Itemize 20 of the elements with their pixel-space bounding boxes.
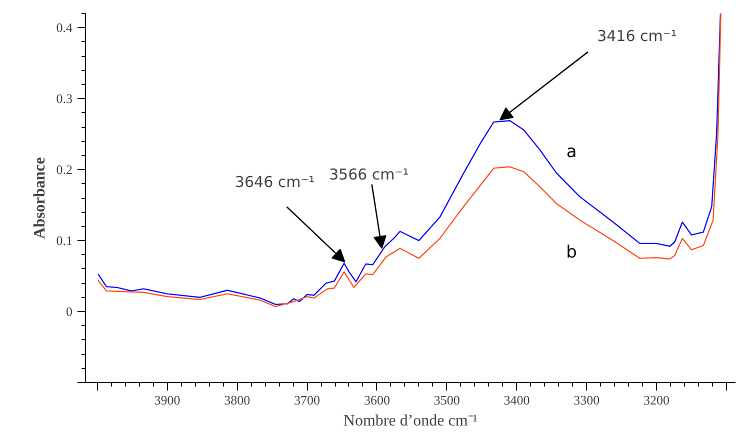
- x-tick-label: 3200: [644, 392, 670, 408]
- annotation: 3646 cm⁻¹: [234, 172, 315, 191]
- x-tick-label: 3600: [364, 392, 390, 408]
- x-axis-title: Nombre d’onde cm⁻¹: [343, 412, 478, 430]
- x-tick-label: 3900: [154, 392, 180, 408]
- y-tick-label: 0.2: [56, 162, 72, 178]
- series-label: b: [566, 242, 577, 263]
- y-tick-label: 0.1: [56, 233, 72, 248]
- x-tick-label: 3400: [504, 392, 530, 408]
- y-tick-label: 0.3: [56, 91, 72, 106]
- series-label: a: [566, 142, 577, 162]
- y-tick-label: 0.4: [56, 20, 73, 36]
- annotation: 3566 cm⁻¹: [328, 165, 409, 184]
- x-tick-label: 3700: [294, 392, 320, 408]
- x-tick-label: 3500: [434, 392, 460, 408]
- x-tick-label: 3800: [224, 392, 250, 408]
- annotation: 3416 cm⁻¹: [597, 26, 677, 45]
- y-axis-title: Absorbance: [31, 157, 48, 239]
- y-tick-label: 0: [66, 304, 72, 320]
- x-tick-label: 3300: [574, 392, 600, 408]
